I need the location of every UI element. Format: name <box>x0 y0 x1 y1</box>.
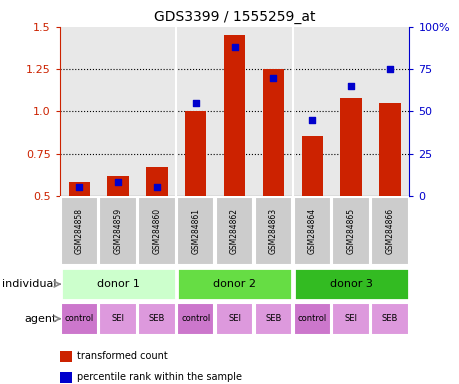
FancyBboxPatch shape <box>332 303 369 334</box>
FancyBboxPatch shape <box>370 303 408 334</box>
Title: GDS3399 / 1555259_at: GDS3399 / 1555259_at <box>153 10 315 25</box>
FancyBboxPatch shape <box>293 268 408 300</box>
Bar <box>60 372 72 383</box>
Text: individual: individual <box>2 279 56 289</box>
Text: GSM284860: GSM284860 <box>152 208 161 255</box>
Text: GSM284859: GSM284859 <box>113 208 122 255</box>
FancyBboxPatch shape <box>370 197 408 265</box>
FancyBboxPatch shape <box>293 197 330 265</box>
Text: GSM284862: GSM284862 <box>230 209 239 254</box>
Point <box>75 184 83 190</box>
Text: percentile rank within the sample: percentile rank within the sample <box>77 372 242 382</box>
Bar <box>340 98 361 196</box>
FancyBboxPatch shape <box>293 303 330 334</box>
Text: agent: agent <box>24 314 56 324</box>
Text: SEB: SEB <box>381 314 397 323</box>
FancyBboxPatch shape <box>61 303 98 334</box>
Bar <box>107 175 129 196</box>
Text: GSM284861: GSM284861 <box>191 209 200 254</box>
Point <box>153 184 160 190</box>
Text: control: control <box>181 314 210 323</box>
Point <box>230 44 238 50</box>
FancyBboxPatch shape <box>61 197 98 265</box>
Point <box>347 83 354 89</box>
Text: GSM284858: GSM284858 <box>74 209 84 254</box>
FancyBboxPatch shape <box>177 197 214 265</box>
Bar <box>301 136 322 196</box>
Bar <box>224 35 245 196</box>
Bar <box>60 351 72 362</box>
Text: donor 2: donor 2 <box>213 279 256 289</box>
Point <box>308 117 315 123</box>
Text: SEB: SEB <box>148 314 165 323</box>
FancyBboxPatch shape <box>99 197 136 265</box>
Bar <box>262 69 284 196</box>
Bar <box>68 182 90 196</box>
Bar <box>185 111 206 196</box>
Point <box>269 74 276 81</box>
Text: GSM284863: GSM284863 <box>269 208 277 255</box>
FancyBboxPatch shape <box>138 197 175 265</box>
Text: SEI: SEI <box>112 314 124 323</box>
FancyBboxPatch shape <box>215 303 253 334</box>
Bar <box>379 103 400 196</box>
FancyBboxPatch shape <box>332 197 369 265</box>
Text: SEB: SEB <box>265 314 281 323</box>
FancyBboxPatch shape <box>177 268 291 300</box>
Text: SEI: SEI <box>344 314 357 323</box>
Text: SEI: SEI <box>228 314 241 323</box>
Bar <box>146 167 167 196</box>
Text: GSM284864: GSM284864 <box>307 208 316 255</box>
FancyBboxPatch shape <box>254 197 291 265</box>
Text: donor 1: donor 1 <box>96 279 139 289</box>
Point <box>114 179 122 185</box>
Text: GSM284866: GSM284866 <box>385 208 394 255</box>
Text: control: control <box>64 314 94 323</box>
FancyBboxPatch shape <box>254 303 291 334</box>
FancyBboxPatch shape <box>99 303 136 334</box>
Text: GSM284865: GSM284865 <box>346 208 355 255</box>
FancyBboxPatch shape <box>177 303 214 334</box>
FancyBboxPatch shape <box>138 303 175 334</box>
Text: control: control <box>297 314 326 323</box>
Point <box>192 100 199 106</box>
Text: donor 3: donor 3 <box>329 279 372 289</box>
FancyBboxPatch shape <box>215 197 253 265</box>
Point <box>386 66 393 72</box>
FancyBboxPatch shape <box>61 268 175 300</box>
Text: transformed count: transformed count <box>77 351 168 361</box>
